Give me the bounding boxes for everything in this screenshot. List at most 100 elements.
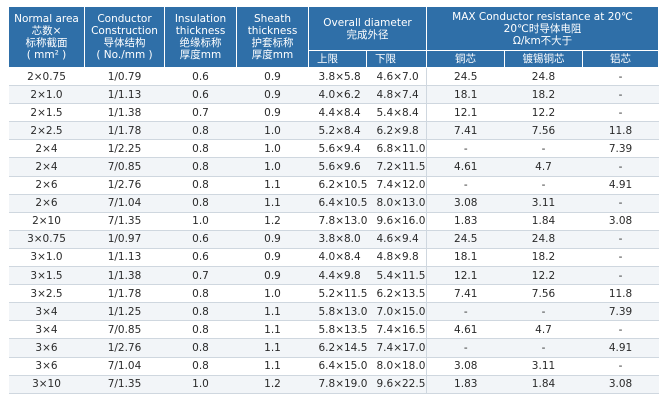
cell-conductor: 1/2.25 [84, 139, 165, 159]
header-conductor: Conductor Construction 导体结构 ( No./mm ) [84, 6, 165, 68]
header-row-top: Normal area 芯数× 标称截面 ( mm² ) Conductor C… [8, 6, 660, 68]
cell-insulation: 0.8 [164, 302, 237, 322]
cell-insulation: 0.6 [164, 230, 237, 249]
cell-diameter-lower: 5.2×8.4 [308, 121, 367, 141]
cell-area: 2×6 [8, 194, 85, 213]
header-tinned-copper: 镀锡铜芯 [504, 50, 583, 68]
header-insulation: Insulation thickness 绝缘标称 厚度mm [164, 6, 237, 68]
cell-sheath: 1.0 [236, 157, 309, 177]
header-resistance: MAX Conductor resistance at 20℃ 20℃时导体电阻… [425, 6, 660, 51]
cell-diameter-lower: 6.4×15.0 [308, 357, 367, 376]
cell-insulation: 0.8 [164, 357, 237, 376]
cell-conductor: 1/2.76 [84, 176, 165, 195]
cell-diameter-upper: 8.0×18.0 [366, 357, 427, 376]
cell-sheath: 1.1 [236, 320, 309, 340]
cell-diameter-lower: 5.6×9.4 [308, 139, 367, 159]
cell-copper-resistance: 3.08 [426, 357, 505, 376]
header-insulation-zh1: 绝缘标称 [179, 37, 222, 49]
cell-copper-resistance: 7.41 [426, 121, 505, 141]
table-row: 3×4 7/0.85 0.8 1.1 5.8×13.5 7.4×16.5 4.61 4.7- [8, 320, 659, 340]
cell-conductor: 1/1.25 [84, 302, 165, 322]
cell-conductor: 1/1.78 [84, 121, 165, 141]
cell-copper-resistance: 7.41 [426, 284, 505, 304]
cell-copper-resistance: 18.1 [426, 248, 505, 268]
cell-copper-resistance: 3.08 [426, 194, 505, 213]
cell-conductor: 7/0.85 [84, 157, 165, 177]
cell-diameter-lower: 4.0×6.2 [308, 85, 367, 105]
cell-tinned-copper-resistance: - [504, 338, 583, 358]
table-row: 3×6 7/1.04 0.8 1.1 6.4×15.0 8.0×18.0 3.08 3.11- [8, 357, 659, 376]
table-row: 3×6 1/2.76 0.8 1.1 6.2×14.5 7.4×17.0- -4.91 [8, 338, 659, 358]
table-row: 2×10 7/1.35 1.0 1.2 7.8×13.0 9.6×16.0 1.83 1.84… [8, 212, 659, 231]
cell-copper-resistance: - [426, 139, 505, 159]
cell-diameter-upper: 7.4×16.5 [366, 320, 427, 340]
cell-tinned-copper-resistance: 24.8 [504, 67, 583, 87]
cell-area: 2×4 [8, 157, 85, 177]
cell-aluminium-resistance: - [582, 320, 659, 340]
cell-aluminium-resistance: 7.39 [582, 139, 659, 159]
cell-sheath: 1.1 [236, 357, 309, 376]
cell-aluminium-resistance: 4.91 [582, 176, 659, 195]
header-conductor-zh: 导体结构 [103, 37, 146, 49]
cell-conductor: 1/1.38 [84, 266, 165, 286]
cell-copper-resistance: 4.61 [426, 157, 505, 177]
cell-diameter-lower: 5.8×13.0 [308, 302, 367, 322]
cell-conductor: 1/1.13 [84, 248, 165, 268]
table-row: 2×2.5 1/1.78 0.8 1.0 5.2×8.4 6.2×9.8 7.41 7.56 1… [8, 121, 659, 141]
table-row: 2×4 7/0.85 0.8 1.0 5.6×9.6 7.2×11.5 4.61 4.7- [8, 157, 659, 177]
cell-sheath: 1.0 [236, 284, 309, 304]
cell-aluminium-resistance: - [582, 194, 659, 213]
cell-diameter-upper: 7.2×11.5 [366, 157, 427, 177]
cell-sheath: 1.1 [236, 176, 309, 195]
cell-area: 3×0.75 [8, 230, 85, 249]
cell-sheath: 0.9 [236, 230, 309, 249]
cell-tinned-copper-resistance: 12.2 [504, 266, 583, 286]
cell-copper-resistance: 4.61 [426, 320, 505, 340]
cell-sheath: 0.9 [236, 67, 309, 87]
cell-sheath: 0.9 [236, 248, 309, 268]
cell-aluminium-resistance: - [582, 248, 659, 268]
cell-conductor: 1/1.38 [84, 103, 165, 123]
header-area: Normal area 芯数× 标称截面 ( mm² ) [8, 6, 85, 68]
header-sheath-en2: thickness [247, 25, 298, 37]
cell-diameter-lower: 5.2×11.5 [308, 284, 367, 304]
cell-insulation: 0.6 [164, 248, 237, 268]
cell-insulation: 0.8 [164, 284, 237, 304]
cell-insulation: 0.6 [164, 67, 237, 87]
cell-aluminium-resistance: 3.08 [582, 212, 659, 231]
cell-sheath: 0.9 [236, 85, 309, 105]
cell-area: 3×10 [8, 375, 85, 394]
cell-aluminium-resistance: 11.8 [582, 284, 659, 304]
cell-area: 2×10 [8, 212, 85, 231]
header-area-zh2: 标称截面 [25, 37, 68, 49]
cell-insulation: 0.8 [164, 121, 237, 141]
cell-sheath: 1.1 [236, 194, 309, 213]
cell-area: 3×2.5 [8, 284, 85, 304]
cell-diameter-lower: 5.6×9.6 [308, 157, 367, 177]
cell-copper-resistance: 1.83 [426, 212, 505, 231]
cell-area: 3×6 [8, 338, 85, 358]
cell-sheath: 1.0 [236, 139, 309, 159]
header-insulation-en1: Insulation [174, 13, 227, 25]
cell-tinned-copper-resistance: - [504, 176, 583, 195]
cell-area: 2×1.5 [8, 103, 85, 123]
cell-area: 2×1.0 [8, 85, 85, 105]
cell-diameter-lower: 5.8×13.5 [308, 320, 367, 340]
header-resistance-zh1: 20℃时导体电阻 [503, 22, 582, 35]
cell-tinned-copper-resistance: 18.2 [504, 248, 583, 268]
table-row: 3×10 7/1.35 1.0 1.2 7.8×19.0 9.6×22.5 1.83 1.84… [8, 375, 659, 394]
cell-diameter-upper: 5.4×11.5 [366, 266, 427, 286]
cell-sheath: 1.1 [236, 338, 309, 358]
cell-insulation: 0.8 [164, 338, 237, 358]
header-sheath-zh1: 护套标称 [251, 37, 294, 49]
cell-conductor: 7/0.85 [84, 320, 165, 340]
cell-conductor: 7/1.04 [84, 194, 165, 213]
cell-conductor: 1/1.78 [84, 284, 165, 304]
cell-diameter-upper: 4.8×9.8 [366, 248, 427, 268]
cell-area: 2×4 [8, 139, 85, 159]
cell-diameter-lower: 7.8×13.0 [308, 212, 367, 231]
cell-insulation: 0.8 [164, 176, 237, 195]
cell-aluminium-resistance: - [582, 67, 659, 87]
cell-aluminium-resistance: 7.39 [582, 302, 659, 322]
cell-tinned-copper-resistance: 4.7 [504, 157, 583, 177]
